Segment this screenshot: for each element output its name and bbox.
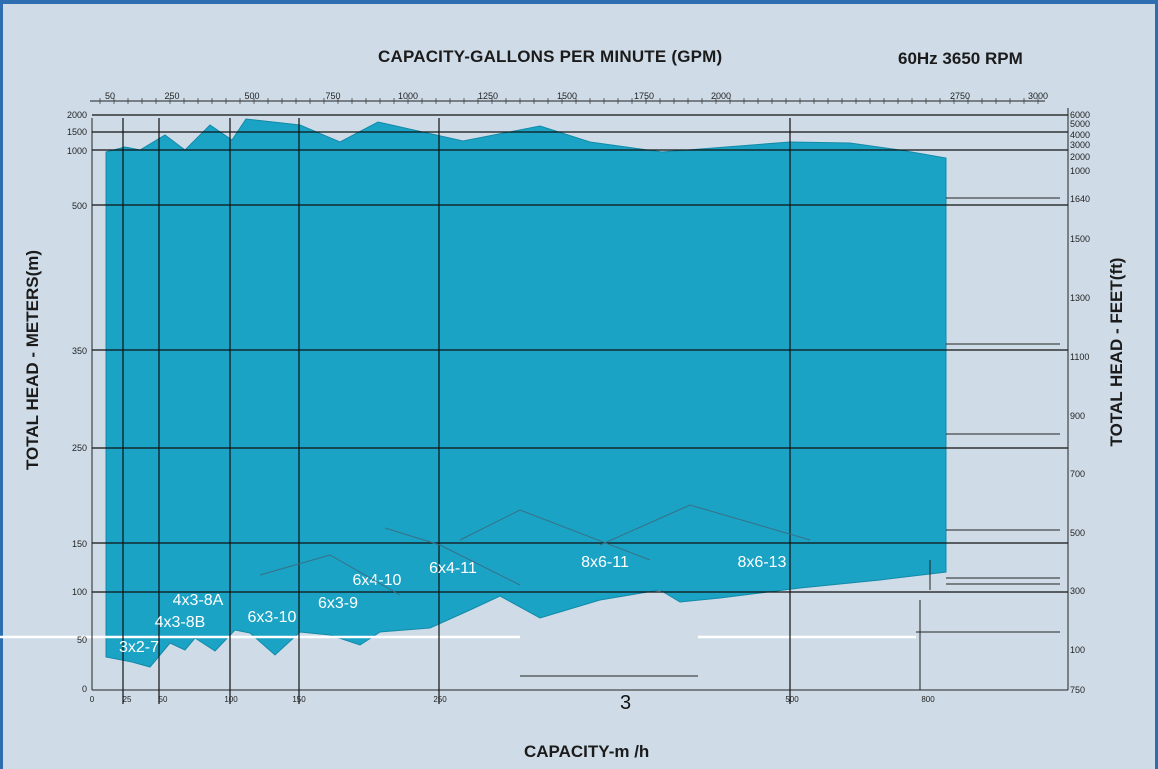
- x-tick-label-bottom: 150: [292, 695, 306, 704]
- y-tick-label-left: 150: [72, 539, 87, 549]
- curve-boundary-line: [384, 527, 521, 586]
- page-number: 3: [620, 692, 632, 714]
- y-tick-label-right: 1300: [1070, 293, 1090, 303]
- coverage-area: [105, 118, 947, 668]
- y-tick-label-left: 0: [82, 684, 87, 694]
- x-tick-label-top: 2750: [950, 91, 970, 101]
- pump-model-label: 6x4-10: [353, 572, 402, 589]
- x-tick-label-top: 1750: [634, 91, 654, 101]
- curve-boundary-line: [259, 554, 401, 596]
- y-tick-label-right: 1500: [1070, 234, 1090, 244]
- curve-boundary-line: [459, 509, 651, 561]
- x-tick-label-bottom: 50: [159, 695, 168, 704]
- frame-right-border: [1155, 0, 1158, 769]
- chart-title: CAPACITY-GALLONS PER MINUTE (GPM): [378, 47, 723, 66]
- chart-subtitle: 60Hz 3650 RPM: [898, 49, 1023, 68]
- y-tick-label-right: 5000: [1070, 119, 1090, 129]
- x-tick-label-top: 1500: [557, 91, 577, 101]
- pump-model-label: 4x3-8B: [155, 614, 206, 631]
- y-tick-label-left: 2000: [67, 110, 87, 120]
- x-tick-label-top: 1000: [398, 91, 418, 101]
- y-tick-label-left: 1000: [67, 146, 87, 156]
- x-tick-label-bottom: 100: [224, 695, 238, 704]
- pump-model-label: 4x3-8A: [173, 592, 224, 609]
- pump-model-label: 6x3-9: [318, 595, 358, 612]
- frame-left-border: [0, 0, 3, 769]
- x-tick-label-top: 3000: [1028, 91, 1048, 101]
- y-tick-label-left: 350: [72, 346, 87, 356]
- x-tick-label-top: 250: [164, 91, 179, 101]
- y-tick-label-left: 1500: [67, 127, 87, 137]
- frame-top-border: [0, 0, 1158, 4]
- x-tick-label-bottom: 0: [90, 695, 95, 704]
- y-tick-label-right: 3000: [1070, 140, 1090, 150]
- x-tick-label-top: 1250: [478, 91, 498, 101]
- x-tick-label-bottom: 25: [123, 695, 132, 704]
- pump-model-label: 8x6-11: [581, 554, 629, 571]
- y-tick-label-right: 900: [1070, 411, 1085, 421]
- y-tick-label-right: 300: [1070, 586, 1085, 596]
- y-tick-label-right: 2000: [1070, 152, 1090, 162]
- y-tick-label-right: 1640: [1070, 194, 1090, 204]
- y-tick-label-right: 4000: [1070, 130, 1090, 140]
- curve-boundary-line: [599, 504, 811, 546]
- x-axis-label: CAPACITY-m /h: [524, 742, 650, 761]
- x-tick-label-top: 2000: [711, 91, 731, 101]
- y-tick-label-left: 250: [72, 443, 87, 453]
- pump-model-label: 3x2-7: [119, 639, 159, 656]
- x-tick-label-bottom: 800: [921, 695, 935, 704]
- x-tick-label-top: 750: [325, 91, 340, 101]
- y-tick-label-right: 500: [1070, 528, 1085, 538]
- x-tick-label-top: 50: [105, 91, 115, 101]
- y-tick-label-right: 1100: [1070, 352, 1089, 362]
- x-tick-label-bottom: 250: [433, 695, 447, 704]
- pump-model-label: 8x6-13: [738, 554, 787, 571]
- y-tick-label-right: 700: [1070, 469, 1085, 479]
- y-tick-label-left: 50: [77, 635, 87, 645]
- y-tick-label-right: 100: [1070, 645, 1085, 655]
- x-tick-label-top: 500: [244, 91, 259, 101]
- pump-model-label: 6x3-10: [248, 609, 297, 626]
- x-tick-label-bottom: 500: [785, 695, 799, 704]
- pump-model-label: 6x4-11: [429, 560, 477, 577]
- y-tick-label-left: 500: [72, 201, 87, 211]
- y-tick-label-right: 750: [1070, 685, 1085, 695]
- y-tick-label-right: 1000: [1070, 166, 1090, 176]
- y-tick-label-right: 6000: [1070, 110, 1090, 120]
- y-tick-label-left: 100: [72, 587, 87, 597]
